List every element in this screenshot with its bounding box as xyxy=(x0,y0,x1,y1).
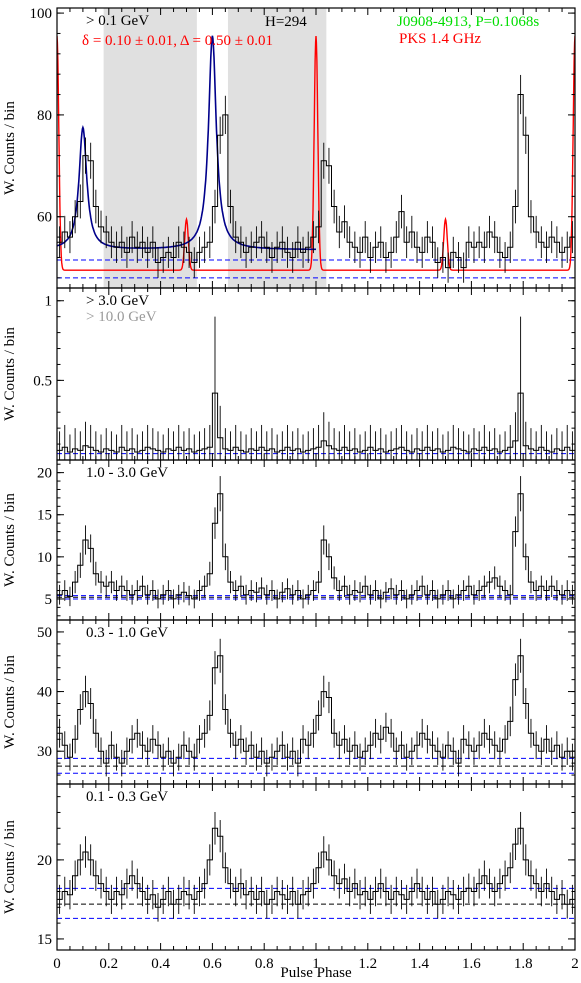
histogram-2 xyxy=(57,392,575,453)
htest-label: H=294 xyxy=(265,14,307,30)
plot-area xyxy=(57,811,575,922)
y-tick-label: 30 xyxy=(37,744,52,760)
plot-area xyxy=(57,476,575,609)
x-tick-label: 1 xyxy=(312,956,320,972)
x-tick-label: 1.8 xyxy=(514,956,533,972)
y-tick-label: 80 xyxy=(37,108,52,124)
x-tick-label: 0.6 xyxy=(203,956,222,972)
energy-band-label: 0.1 - 0.3 GeV xyxy=(86,789,168,805)
x-tick-label: 1.6 xyxy=(462,956,481,972)
radio-label: PKS 1.4 GHz xyxy=(399,31,481,47)
energy-band-label: > 3.0 GeV xyxy=(86,293,149,309)
plot-area xyxy=(57,316,575,460)
x-tick-label: 2 xyxy=(571,956,579,972)
histogram-4 xyxy=(57,655,575,764)
y-tick-label: 0.5 xyxy=(33,373,52,389)
y-tick-label: 100 xyxy=(30,6,53,22)
panel-4: 30 40 50 W. Counts / bin 0.3 - 1.0 GeV xyxy=(2,619,576,785)
energy-band-label: > 0.1 GeV xyxy=(86,13,149,29)
histogram-3 xyxy=(57,493,575,600)
y-tick-label: 20 xyxy=(37,853,52,869)
y-tick-label: 15 xyxy=(37,508,52,524)
energy-band-label: 1.0 - 3.0 GeV xyxy=(86,465,168,481)
energy-band-label-2: > 10.0 GeV xyxy=(86,309,157,325)
fit-parameters-label: δ = 0.10 ± 0.01, Δ = 0.50 ± 0.01 xyxy=(82,33,273,49)
y-tick-label: 20 xyxy=(37,466,52,482)
panel-frame xyxy=(56,783,576,951)
y-tick-label: 60 xyxy=(37,210,52,226)
plot-area xyxy=(57,638,575,777)
y-tick-label: 50 xyxy=(37,625,52,641)
shaded-region xyxy=(103,8,197,288)
y-axis-label: W. Counts / bin xyxy=(2,820,18,914)
x-tick-label: 1.4 xyxy=(410,956,429,972)
x-tick-label: 0.8 xyxy=(255,956,274,972)
y-tick-label: 10 xyxy=(37,550,52,566)
histogram-bottom xyxy=(57,827,575,908)
panel-2: 0.5 1 W. Counts / bin > 3.0 GeV> 10.0 GeV xyxy=(2,287,576,461)
fit-curve xyxy=(57,35,316,251)
plot-area xyxy=(57,8,575,288)
y-tick-label: 5 xyxy=(45,592,53,608)
panel-frame xyxy=(56,619,576,785)
y-tick-label: 15 xyxy=(37,932,52,948)
histogram-top xyxy=(57,94,575,269)
y-tick-label: 1 xyxy=(45,294,53,310)
y-axis-label: W. Counts / bin xyxy=(2,493,18,587)
y-tick-label: 40 xyxy=(37,685,52,701)
radio-profile-curve xyxy=(57,35,575,271)
x-tick-label: 0.2 xyxy=(99,956,118,972)
panel-top: 60 80 100 W. Counts / bin > 0.1 GeV δ = 0.10 … xyxy=(2,6,576,289)
x-tick-label: 0 xyxy=(53,956,61,972)
y-axis-label: W. Counts / bin xyxy=(2,101,18,195)
energy-band-label: 0.3 - 1.0 GeV xyxy=(86,625,168,641)
x-tick-label: 0.4 xyxy=(151,956,170,972)
x-tick-label: 1.2 xyxy=(358,956,377,972)
pulsar-label: J0908-4913, P=0.1068s xyxy=(397,14,539,30)
panel-3: 5 10 15 20 W. Counts / bin 1.0 - 3.0 GeV xyxy=(2,459,576,621)
y-axis-label: W. Counts / bin xyxy=(2,655,18,749)
panel-bottom: 15 20 W. Counts / bin 0.1 - 0.3 GeV 0 0.2 0.4 0… xyxy=(2,783,579,981)
y-axis-label: W. Counts / bin xyxy=(2,327,18,421)
x-axis-label: Pulse Phase xyxy=(280,965,352,981)
